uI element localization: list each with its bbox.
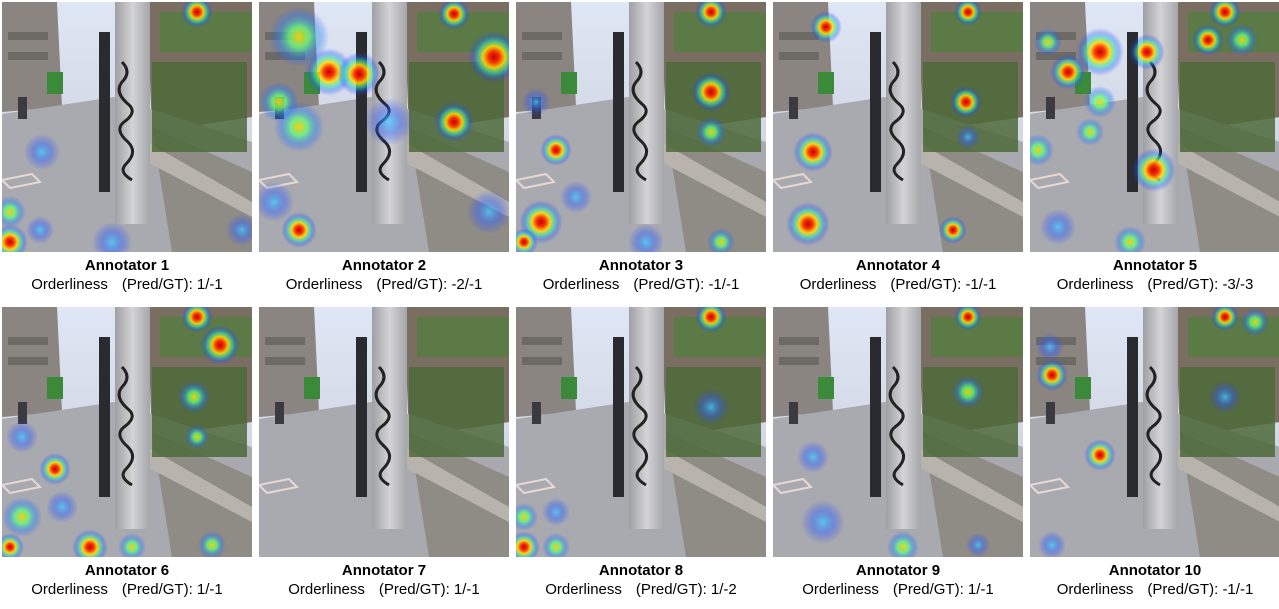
heatmap-image-9 (773, 307, 1023, 557)
orderliness-score: Orderliness (Pred/GT): -3/-3 (1056, 276, 1254, 293)
orderliness-score: Orderliness (Pred/GT): 1/-1 (31, 581, 223, 598)
orderliness-score: Orderliness (Pred/GT): -1/-1 (1056, 581, 1254, 598)
heatmap-image-6 (2, 307, 252, 557)
orderliness-score: Orderliness (Pred/GT): -1/-1 (799, 276, 997, 293)
orderliness-score: Orderliness (Pred/GT): 1/-1 (802, 581, 994, 598)
annotator-panel-4: Annotator 4 Orderliness (Pred/GT): -1/-1 (773, 2, 1023, 295)
heatmap-image-3 (516, 2, 766, 252)
annotator-panel-6: Annotator 6 Orderliness (Pred/GT): 1/-1 (2, 307, 252, 600)
heatmap-image-1 (2, 2, 252, 252)
annotator-title: Annotator 3 (598, 257, 684, 274)
annotator-title: Annotator 4 (855, 257, 941, 274)
orderliness-score: Orderliness (Pred/GT): 1/-1 (288, 581, 480, 598)
heatmap-image-5 (1030, 2, 1279, 252)
heatmap-image-8 (516, 307, 766, 557)
orderliness-score: Orderliness (Pred/GT): -2/-1 (285, 276, 483, 293)
annotator-panel-10: Annotator 10 Orderliness (Pred/GT): -1/-1 (1030, 307, 1279, 600)
annotator-panel-2: Annotator 2 Orderliness (Pred/GT): -2/-1 (259, 2, 509, 295)
annotator-panel-1: Annotator 1 Orderliness (Pred/GT): 1/-1 (2, 2, 252, 295)
heatmap-image-2 (259, 2, 509, 252)
orderliness-score: Orderliness (Pred/GT): 1/-1 (31, 276, 223, 293)
annotator-title: Annotator 8 (598, 562, 684, 579)
annotator-panel-3: Annotator 3 Orderliness (Pred/GT): -1/-1 (516, 2, 766, 295)
orderliness-score: Orderliness (Pred/GT): -1/-1 (542, 276, 740, 293)
annotator-panel-9: Annotator 9 Orderliness (Pred/GT): 1/-1 (773, 307, 1023, 600)
heatmap-image-4 (773, 2, 1023, 252)
annotator-panel-7: Annotator 7 Orderliness (Pred/GT): 1/-1 (259, 307, 509, 600)
heatmap-image-10 (1030, 307, 1279, 557)
annotator-title: Annotator 6 (84, 562, 170, 579)
heatmap-image-7 (259, 307, 509, 557)
annotator-title: Annotator 1 (84, 257, 170, 274)
annotator-title: Annotator 10 (1108, 562, 1202, 579)
orderliness-score: Orderliness (Pred/GT): 1/-2 (545, 581, 737, 598)
annotator-title: Annotator 9 (855, 562, 941, 579)
annotator-panel-8: Annotator 8 Orderliness (Pred/GT): 1/-2 (516, 307, 766, 600)
annotator-title: Annotator 7 (341, 562, 427, 579)
annotator-title: Annotator 5 (1112, 257, 1198, 274)
annotator-title: Annotator 2 (341, 257, 427, 274)
annotator-panel-5: Annotator 5 Orderliness (Pred/GT): -3/-3 (1030, 2, 1279, 295)
